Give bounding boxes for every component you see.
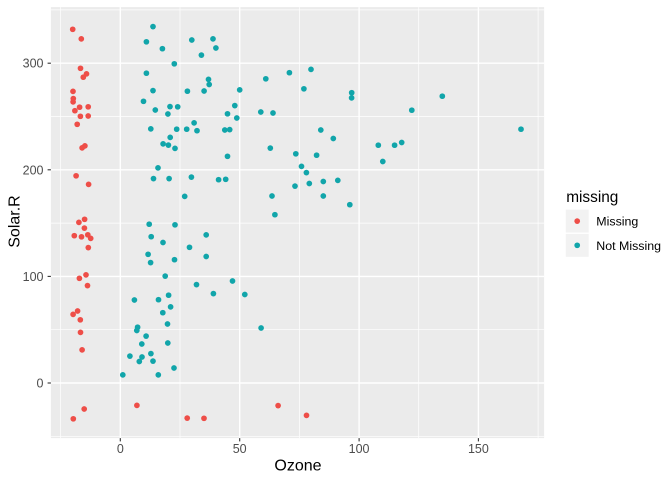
svg-text:100: 100 (349, 442, 370, 456)
svg-text:Ozone: Ozone (274, 458, 321, 475)
svg-text:50: 50 (233, 442, 247, 456)
svg-text:Missing: Missing (596, 215, 638, 229)
svg-text:100: 100 (23, 270, 44, 284)
svg-text:200: 200 (23, 163, 44, 177)
svg-text:300: 300 (23, 57, 44, 71)
svg-text:Solar.R: Solar.R (7, 195, 24, 247)
svg-text:0: 0 (37, 377, 44, 391)
svg-text:150: 150 (468, 442, 489, 456)
svg-text:missing: missing (566, 189, 618, 206)
svg-text:0: 0 (117, 442, 124, 456)
svg-text:Not Missing: Not Missing (596, 239, 661, 253)
